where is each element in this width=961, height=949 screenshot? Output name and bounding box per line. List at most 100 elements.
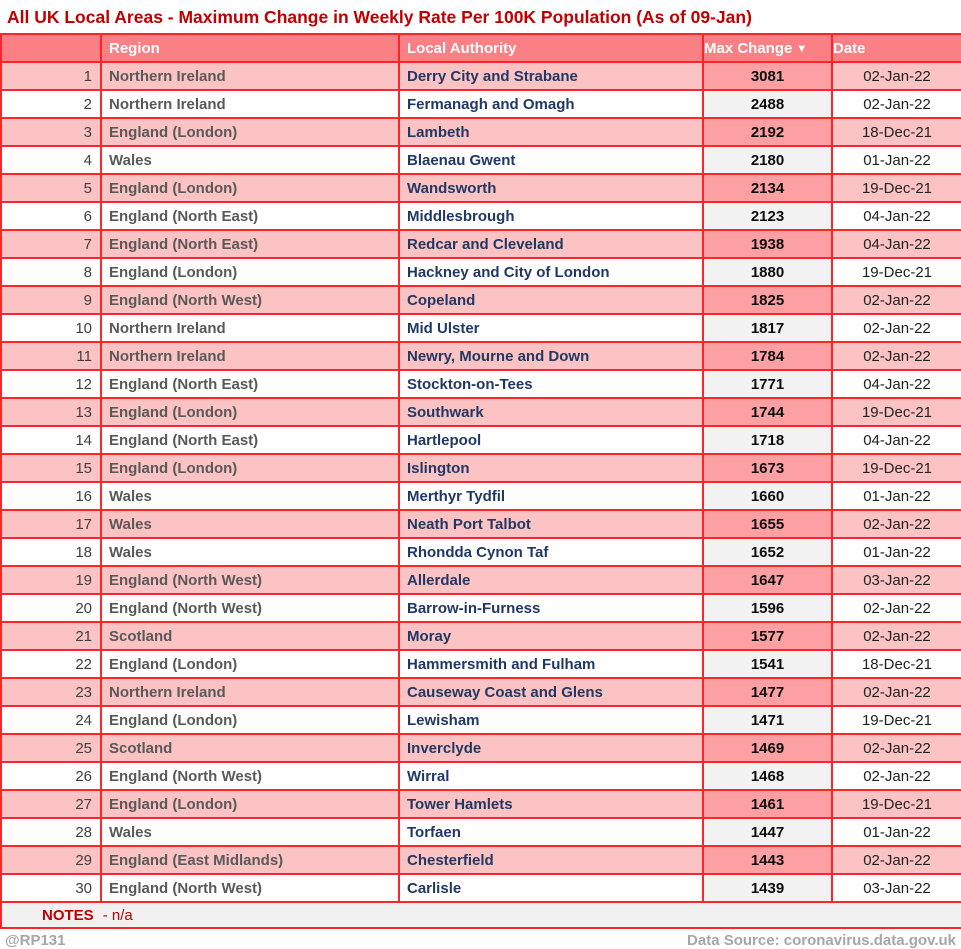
cell-max-change: 1652 — [702, 537, 833, 567]
cell-date: 04-Jan-22 — [831, 201, 961, 231]
cell-region: England (North West) — [100, 565, 400, 595]
cell-rank: 12 — [0, 369, 102, 399]
cell-max-change: 1541 — [702, 649, 833, 679]
cell-date: 01-Jan-22 — [831, 817, 961, 847]
cell-date: 04-Jan-22 — [831, 229, 961, 259]
cell-date: 19-Dec-21 — [831, 453, 961, 483]
cell-date: 03-Jan-22 — [831, 873, 961, 903]
cell-local-authority: Barrow-in-Furness — [398, 593, 704, 623]
cell-date: 19-Dec-21 — [831, 257, 961, 287]
table-row: 6 England (North East) Middlesbrough 2123 04… — [0, 201, 961, 231]
notes-row: NOTES - n/a — [0, 901, 961, 929]
cell-rank: 14 — [0, 425, 102, 455]
cell-region: Wales — [100, 509, 400, 539]
cell-region: Scotland — [100, 733, 400, 763]
cell-local-authority: Merthyr Tydfil — [398, 481, 704, 511]
cell-region: England (London) — [100, 257, 400, 287]
cell-max-change: 1647 — [702, 565, 833, 595]
cell-region: Northern Ireland — [100, 313, 400, 343]
cell-max-change: 2192 — [702, 117, 833, 147]
cell-date: 02-Jan-22 — [831, 761, 961, 791]
table-row: 17 Wales Neath Port Talbot 1655 02-Jan-22 — [0, 509, 961, 539]
cell-rank: 3 — [0, 117, 102, 147]
cell-date: 02-Jan-22 — [831, 341, 961, 371]
cell-region: Northern Ireland — [100, 61, 400, 91]
header-region: Region — [100, 33, 400, 63]
page-title: All UK Local Areas - Maximum Change in W… — [7, 7, 752, 27]
cell-date: 19-Dec-21 — [831, 789, 961, 819]
cell-local-authority: Allerdale — [398, 565, 704, 595]
table-row: 22 England (London) Hammersmith and Fulham… — [0, 649, 961, 679]
cell-max-change: 1468 — [702, 761, 833, 791]
cell-rank: 17 — [0, 509, 102, 539]
cell-rank: 9 — [0, 285, 102, 315]
cell-local-authority: Derry City and Strabane — [398, 61, 704, 91]
table-row: 25 Scotland Inverclyde 1469 02-Jan-22 — [0, 733, 961, 763]
cell-rank: 4 — [0, 145, 102, 175]
cell-local-authority: Hartlepool — [398, 425, 704, 455]
table-row: 18 Wales Rhondda Cynon Taf 1652 01-Jan-22 — [0, 537, 961, 567]
credit-handle: @RP131 — [5, 932, 66, 949]
rate-change-table: Region Local Authority Max Change ▼ Date … — [0, 33, 961, 929]
cell-max-change: 2488 — [702, 89, 833, 119]
cell-local-authority: Redcar and Cleveland — [398, 229, 704, 259]
cell-local-authority: Neath Port Talbot — [398, 509, 704, 539]
cell-date: 18-Dec-21 — [831, 117, 961, 147]
cell-region: England (North East) — [100, 425, 400, 455]
cell-local-authority: Lambeth — [398, 117, 704, 147]
cell-date: 03-Jan-22 — [831, 565, 961, 595]
cell-region: England (London) — [100, 649, 400, 679]
cell-date: 02-Jan-22 — [831, 89, 961, 119]
cell-rank: 21 — [0, 621, 102, 651]
cell-local-authority: Blaenau Gwent — [398, 145, 704, 175]
cell-max-change: 2180 — [702, 145, 833, 175]
table-row: 29 England (East Midlands) Chesterfield 144… — [0, 845, 961, 875]
cell-local-authority: Chesterfield — [398, 845, 704, 875]
sort-descending-icon[interactable]: ▼ — [796, 42, 808, 55]
cell-date: 04-Jan-22 — [831, 425, 961, 455]
cell-local-authority: Wandsworth — [398, 173, 704, 203]
cell-max-change: 1469 — [702, 733, 833, 763]
footer: @RP131 Data Source: coronavirus.data.gov… — [0, 929, 961, 949]
table-row: 30 England (North West) Carlisle 1439 03-Jan… — [0, 873, 961, 903]
cell-rank: 15 — [0, 453, 102, 483]
cell-rank: 6 — [0, 201, 102, 231]
cell-rank: 25 — [0, 733, 102, 763]
cell-rank: 5 — [0, 173, 102, 203]
cell-local-authority: Wirral — [398, 761, 704, 791]
cell-max-change: 1655 — [702, 509, 833, 539]
cell-max-change: 1673 — [702, 453, 833, 483]
cell-region: Scotland — [100, 621, 400, 651]
cell-local-authority: Inverclyde — [398, 733, 704, 763]
cell-local-authority: Lewisham — [398, 705, 704, 735]
cell-region: Wales — [100, 145, 400, 175]
cell-region: England (North West) — [100, 761, 400, 791]
cell-max-change: 1596 — [702, 593, 833, 623]
cell-date: 02-Jan-22 — [831, 313, 961, 343]
cell-region: England (London) — [100, 705, 400, 735]
cell-max-change: 1471 — [702, 705, 833, 735]
cell-local-authority: Middlesbrough — [398, 201, 704, 231]
cell-region: England (North West) — [100, 285, 400, 315]
cell-rank: 20 — [0, 593, 102, 623]
cell-region: England (London) — [100, 453, 400, 483]
header-row: Region Local Authority Max Change ▼ Date — [0, 33, 961, 63]
data-source: Data Source: coronavirus.data.gov.uk — [687, 932, 956, 949]
table-row: 14 England (North East) Hartlepool 1718 04-J… — [0, 425, 961, 455]
table-row: 26 England (North West) Wirral 1468 02-Jan-2… — [0, 761, 961, 791]
cell-max-change: 1477 — [702, 677, 833, 707]
cell-local-authority: Hackney and City of London — [398, 257, 704, 287]
cell-rank: 24 — [0, 705, 102, 735]
cell-max-change: 1718 — [702, 425, 833, 455]
notes-cell: NOTES - n/a — [0, 901, 961, 929]
cell-rank: 23 — [0, 677, 102, 707]
table-row: 7 England (North East) Redcar and Clevelan… — [0, 229, 961, 259]
cell-max-change: 1880 — [702, 257, 833, 287]
table-row: 15 England (London) Islington 1673 19-Dec-21 — [0, 453, 961, 483]
cell-date: 02-Jan-22 — [831, 621, 961, 651]
cell-max-change: 1817 — [702, 313, 833, 343]
header-max-change[interactable]: Max Change ▼ — [702, 33, 833, 63]
cell-rank: 16 — [0, 481, 102, 511]
cell-local-authority: Islington — [398, 453, 704, 483]
